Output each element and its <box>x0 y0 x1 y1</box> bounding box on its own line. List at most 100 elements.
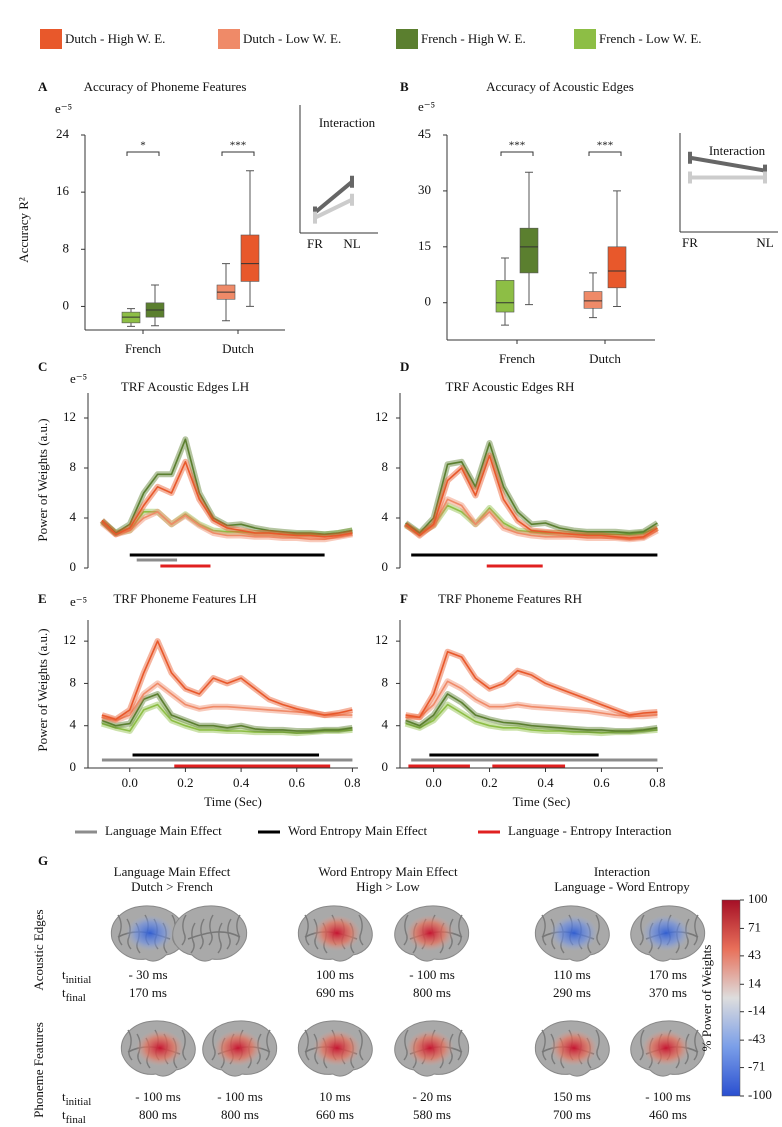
time-label: - 100 ms <box>409 967 455 982</box>
inset-line <box>688 171 767 184</box>
time-label: 800 ms <box>221 1107 259 1122</box>
series-line <box>405 504 658 536</box>
legend-label: Language Main Effect <box>105 823 222 838</box>
x-tick-label: French <box>125 341 162 356</box>
axis-exponent: e⁻⁵ <box>55 101 72 116</box>
t-sub: final <box>66 1114 86 1126</box>
activation <box>642 915 690 951</box>
x-tick-label: French <box>499 351 536 366</box>
brain-image <box>394 905 470 962</box>
series-line <box>405 454 658 539</box>
series-line <box>405 442 658 534</box>
column-title: Language Main Effect <box>114 864 231 879</box>
box <box>240 234 260 282</box>
brain-fold <box>304 914 310 946</box>
activation <box>406 1030 454 1066</box>
y-tick-label: 45 <box>418 126 431 141</box>
y-tick-label: 0 <box>63 297 70 312</box>
series-line <box>405 693 658 732</box>
t-main: t <box>62 967 66 982</box>
brain-fold <box>217 922 223 954</box>
x-tick-label: 0.6 <box>289 775 306 790</box>
y-tick-label: 0 <box>70 759 77 774</box>
inset-line <box>313 175 354 219</box>
time-label: 800 ms <box>139 1107 177 1122</box>
time-label: 290 ms <box>553 985 591 1000</box>
axis-exponent: e⁻⁵ <box>70 594 87 609</box>
y-tick-label: 8 <box>70 674 77 689</box>
t-label: tinitial <box>62 1089 91 1108</box>
x-tick-label: Dutch <box>222 341 254 356</box>
series-line <box>101 682 353 722</box>
significance-label: *** <box>230 140 247 152</box>
y-tick-label: 12 <box>375 632 388 647</box>
colorbar-tick-label: -14 <box>748 1003 766 1018</box>
y-tick-label: 0 <box>382 559 389 574</box>
column-title: High > Low <box>356 879 420 894</box>
activation <box>642 1030 690 1066</box>
brain-fold <box>235 914 241 946</box>
time-label: 580 ms <box>413 1107 451 1122</box>
legend-label: French - Low W. E. <box>599 31 702 46</box>
whisker-high <box>589 272 597 292</box>
y-tick-label: 8 <box>63 240 70 255</box>
y-tick-label: 16 <box>56 183 70 198</box>
colorbar-tick-label: -43 <box>748 1031 765 1046</box>
x-tick-label: 0.8 <box>344 775 360 790</box>
t-main: t <box>62 1089 66 1104</box>
whisker-high <box>525 171 533 229</box>
legend-label: Word Entropy Main Effect <box>288 823 428 838</box>
brain-image <box>297 1020 373 1077</box>
inset-tick-label: NL <box>756 235 773 250</box>
activation <box>313 1030 361 1066</box>
inset-line <box>313 193 354 224</box>
brain-image <box>630 1020 706 1077</box>
y-axis-label: Power of Weights (a.u.) <box>35 628 50 751</box>
t-sub: initial <box>66 974 92 986</box>
y-tick-label: 0 <box>382 759 389 774</box>
y-tick-label: 12 <box>63 632 76 647</box>
legend-label: Dutch - High W. E. <box>65 31 165 46</box>
whisker-high <box>613 190 621 247</box>
panel-letter: G <box>38 853 48 868</box>
time-label: 700 ms <box>553 1107 591 1122</box>
x-tick-label: 0.0 <box>122 775 138 790</box>
series-line <box>405 650 658 719</box>
time-label: - 30 ms <box>129 967 168 982</box>
column-title: Interaction <box>594 864 651 879</box>
panel-letter: F <box>400 591 408 606</box>
y-tick-label: 8 <box>382 459 389 474</box>
t-label: tfinal <box>62 985 86 1004</box>
legend-label: Language - Entropy Interaction <box>508 823 672 838</box>
column-title: Language - Word Entropy <box>554 879 690 894</box>
significance-bracket <box>126 151 160 156</box>
time-label: 170 ms <box>129 985 167 1000</box>
x-tick-label: 0.0 <box>425 775 441 790</box>
activation <box>550 1030 598 1066</box>
t-main: t <box>62 1107 66 1122</box>
y-axis-label: Accuracy R² <box>16 197 31 263</box>
time-label: 370 ms <box>649 985 687 1000</box>
series-line <box>405 703 658 734</box>
activation <box>550 915 598 951</box>
axis-exponent: e⁻⁵ <box>418 99 435 114</box>
significance-bracket <box>221 151 255 156</box>
time-label: 690 ms <box>316 985 354 1000</box>
box <box>583 291 603 309</box>
time-label: 660 ms <box>316 1107 354 1122</box>
whisker-low <box>127 322 135 327</box>
inset-title: Interaction <box>709 143 766 158</box>
y-tick-label: 30 <box>418 182 431 197</box>
brain-fold <box>693 914 699 946</box>
y-axis-label: Power of Weights (a.u.) <box>35 418 50 541</box>
panel-title: TRF Phoneme Features LH <box>113 591 256 606</box>
y-tick-label: 0 <box>425 294 432 309</box>
x-axis-label: Time (Sec) <box>513 794 571 809</box>
whisker-low <box>525 272 533 306</box>
activation <box>406 915 454 951</box>
inset-title: Interaction <box>319 115 376 130</box>
brain-image <box>120 1020 196 1077</box>
colorbar-label: % Power of Weights <box>699 945 714 1052</box>
panel-title: TRF Acoustic Edges LH <box>121 379 249 394</box>
y-tick-label: 4 <box>70 509 77 524</box>
